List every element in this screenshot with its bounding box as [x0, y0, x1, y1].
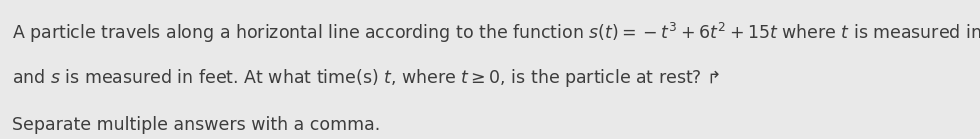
Text: Separate multiple answers with a comma.: Separate multiple answers with a comma. [12, 116, 380, 134]
Text: and $s$ is measured in feet. At what time(s) $t$, where $t \geq 0$, is the parti: and $s$ is measured in feet. At what tim… [12, 67, 720, 89]
Text: A particle travels along a horizontal line according to the function $s(t) = -t^: A particle travels along a horizontal li… [12, 21, 980, 45]
